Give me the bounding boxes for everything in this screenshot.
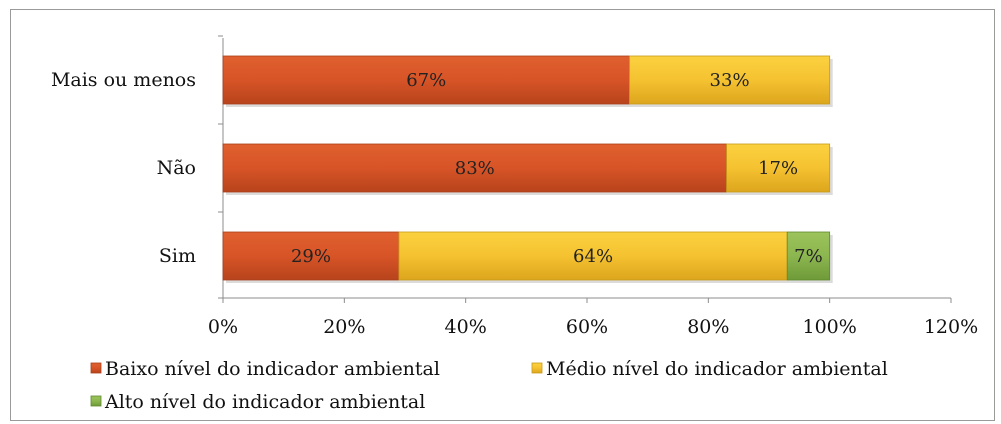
category-label-mais-ou-menos: Mais ou menos [51,69,196,91]
category-label-sim: Sim [159,245,196,267]
data-label-sim-medio-nivel-do-indicador-ambiental: 64% [573,246,613,267]
bar-mais-ou-menos-medio-nivel-do-indicador-ambiental [629,55,831,105]
bar-sim-alto-nivel-do-indicador-ambiental [786,231,831,281]
bar-nao-medio-nivel-do-indicador-ambiental [726,143,831,193]
data-label-nao-medio-nivel-do-indicador-ambiental: 17% [758,158,798,179]
legend-swatch-medio-nivel-do-indicador-ambiental [531,362,543,374]
x-tick-label-20: 20% [323,316,365,338]
legend-label-medio-nivel-do-indicador-ambiental: Médio nível do indicador ambiental [546,358,888,380]
legend-label-alto-nivel-do-indicador-ambiental: Alto nível do indicador ambiental [104,391,425,413]
data-label-sim-baixo-nivel-do-indicador-ambiental: 29% [291,246,331,267]
data-label-sim-alto-nivel-do-indicador-ambiental: 7% [794,246,823,267]
bar-mais-ou-menos-baixo-nivel-do-indicador-ambiental [222,55,630,105]
x-tick-label-0: 0% [208,316,238,338]
data-label-nao-baixo-nivel-do-indicador-ambiental: 83% [455,158,495,179]
legend-swatch-alto-nivel-do-indicador-ambiental [90,395,102,407]
x-tick-label-100: 100% [803,316,857,338]
legend-label-baixo-nivel-do-indicador-ambiental: Baixo nível do indicador ambiental [105,358,440,380]
bar-nao-baixo-nivel-do-indicador-ambiental [222,143,727,193]
legend-swatch-baixo-nivel-do-indicador-ambiental [90,362,102,374]
category-label-nao: Não [157,157,196,179]
data-label-mais-ou-menos-baixo-nivel-do-indicador-ambiental: 67% [406,70,446,91]
x-tick-label-60: 60% [566,316,608,338]
data-label-mais-ou-menos-medio-nivel-do-indicador-ambiental: 33% [710,70,750,91]
x-tick-label-80: 80% [687,316,729,338]
bar-sim-medio-nivel-do-indicador-ambiental [398,231,788,281]
bar-sim-baixo-nivel-do-indicador-ambiental [222,231,400,281]
x-tick-label-120: 120% [924,316,978,338]
x-tick-label-40: 40% [445,316,487,338]
